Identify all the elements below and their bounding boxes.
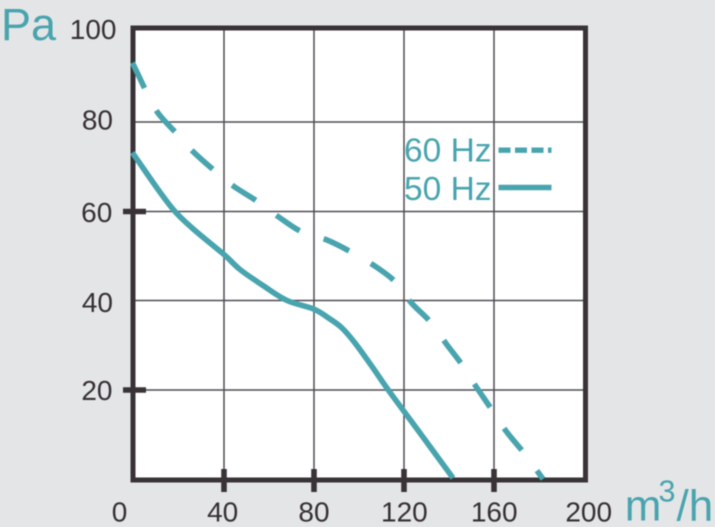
svg-text:100: 100 [70,14,117,45]
svg-text:200: 200 [565,496,612,527]
svg-text:Pa: Pa [1,0,57,50]
svg-text:/h: /h [677,482,714,527]
svg-text:120: 120 [381,496,428,527]
svg-text:m: m [625,482,662,527]
svg-text:50 Hz: 50 Hz [404,171,492,208]
svg-text:40: 40 [207,496,238,527]
svg-text:60 Hz: 60 Hz [404,133,492,170]
svg-text:40: 40 [82,287,113,318]
svg-text:20: 20 [81,375,112,406]
svg-text:80: 80 [298,496,329,527]
svg-text:3: 3 [659,475,676,509]
svg-text:60: 60 [81,197,112,228]
svg-text:0: 0 [112,496,128,527]
svg-text:80: 80 [82,105,113,136]
svg-text:160: 160 [471,496,518,527]
